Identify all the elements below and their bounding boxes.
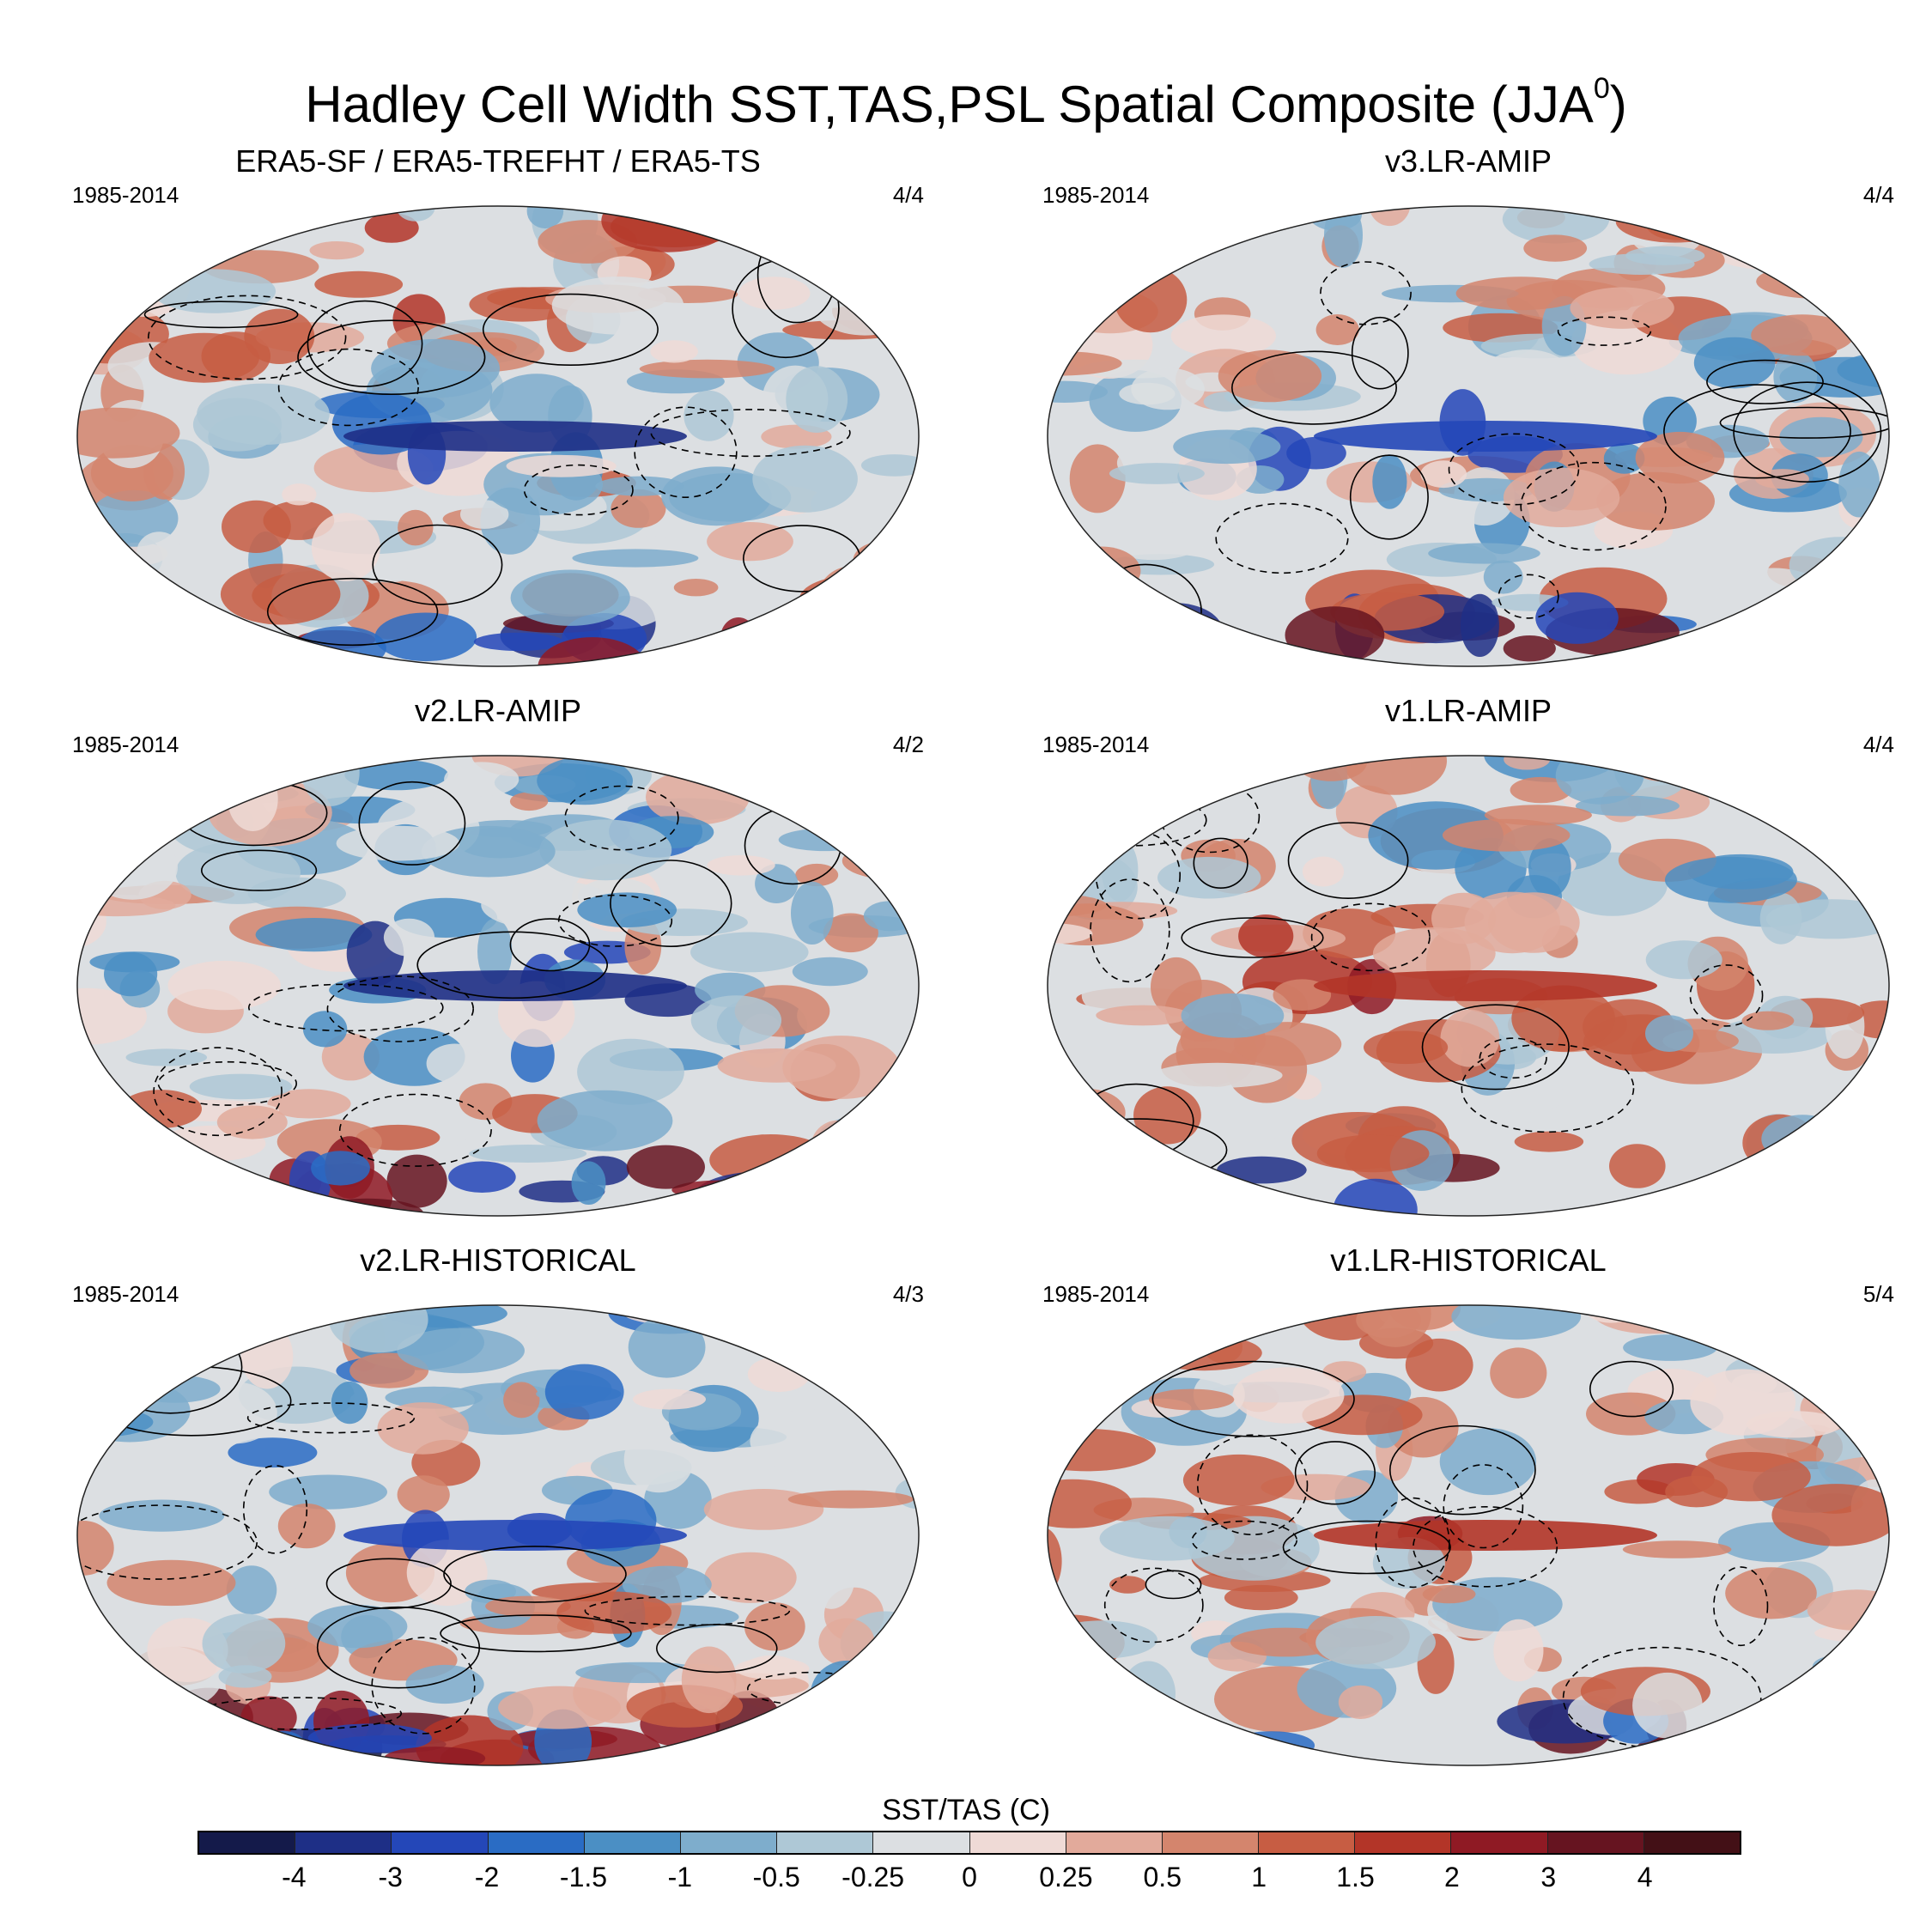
colorbar-bin [1066,1832,1163,1853]
world-map [1047,755,1890,1217]
map-panel: v3.LR-AMIP 1985-2014 4/4 [1039,144,1898,677]
colorbar-bin [873,1832,970,1853]
panel-title: v2.LR-AMIP [414,693,582,728]
panel-title: v1.LR-AMIP [1384,693,1552,728]
colorbar-tick-label: -0.5 [752,1862,800,1893]
colorbar-bin [488,1832,585,1853]
colorbar-bin [1355,1832,1452,1853]
world-map [76,1304,920,1766]
panel-period: 1985-2014 [72,732,179,757]
colorbar-bin [1162,1832,1260,1853]
colorbar-bin [1259,1832,1356,1853]
colorbar-tick-label: -0.25 [841,1862,905,1893]
colorbar-tick-label: 1.5 [1336,1862,1375,1893]
panel-title: v2.LR-HISTORICAL [360,1242,636,1278]
colorbar-title: SST/TAS (C) [882,1794,1050,1826]
colorbar-tick-label: -4 [282,1862,307,1893]
colorbar-bin [392,1832,489,1853]
colorbar-tick-label: 0 [962,1862,977,1893]
panel-ratio: 4/4 [1862,182,1894,208]
colorbar-tick-label: -1.5 [559,1862,608,1893]
colorbar-bin [1547,1832,1644,1853]
map-panel: v2.LR-HISTORICAL 1985-2014 4/3 [69,1243,927,1776]
colorbar-bin [199,1832,296,1853]
colorbar [197,1831,1741,1855]
map-panel: v1.LR-HISTORICAL 1985-2014 5/4 [1039,1243,1898,1776]
colorbar-tick-label: 3 [1540,1862,1557,1893]
world-map [76,205,920,667]
colorbar-bin [680,1832,778,1853]
colorbar-tick-label: 0.25 [1039,1862,1093,1893]
panel-ratio: 4/4 [1862,732,1894,757]
colorbar-tick-label: 4 [1637,1862,1653,1893]
colorbar-tick-label: -1 [667,1862,693,1893]
colorbar-bin [969,1832,1066,1853]
panel-period: 1985-2014 [1042,732,1150,757]
colorbar-tick-label: 0.5 [1143,1862,1182,1893]
panel-title: v3.LR-AMIP [1384,143,1552,179]
colorbar-bin [777,1832,874,1853]
panel-period: 1985-2014 [72,1281,179,1307]
map-panel: ERA5-SF / ERA5-TREFHT / ERA5-TS 1985-2014… [69,144,927,677]
world-map [1047,205,1890,667]
world-map [1047,1304,1890,1766]
panel-ratio: 4/3 [892,1281,924,1307]
panel-period: 1985-2014 [1042,182,1150,208]
map-panel: v1.LR-AMIP 1985-2014 4/4 [1039,694,1898,1226]
colorbar-tick-label: -3 [378,1862,403,1893]
panel-period: 1985-2014 [1042,1281,1150,1307]
world-map [76,755,920,1217]
colorbar-bin [1451,1832,1548,1853]
panel-title: ERA5-SF / ERA5-TREFHT / ERA5-TS [235,143,761,179]
panel-ratio: 5/4 [1862,1281,1894,1307]
panel-ratio: 4/2 [892,732,924,757]
map-panel: v2.LR-AMIP 1985-2014 4/2 [69,694,927,1226]
panel-ratio: 4/4 [892,182,924,208]
colorbar-tick-label: 1 [1251,1862,1267,1893]
panel-title: v1.LR-HISTORICAL [1330,1242,1607,1278]
colorbar-tick-label: 2 [1443,1862,1460,1893]
panel-period: 1985-2014 [72,182,179,208]
colorbar-bin [295,1832,392,1853]
figure-title: Hadley Cell Width SST,TAS,PSL Spatial Co… [305,72,1627,133]
colorbar-tick-label: -2 [474,1862,500,1893]
colorbar-bin [1643,1832,1740,1853]
colorbar-bin [584,1832,681,1853]
